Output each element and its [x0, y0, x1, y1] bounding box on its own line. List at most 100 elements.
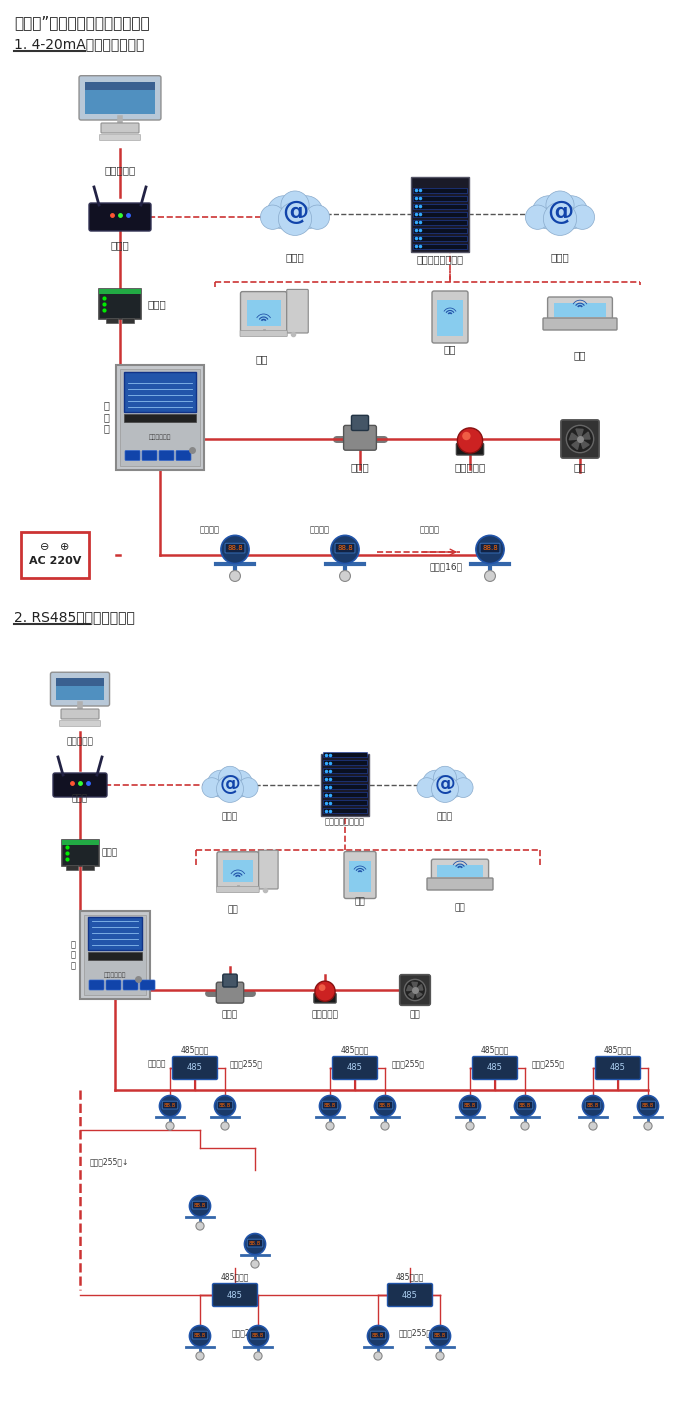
- Circle shape: [644, 1121, 652, 1130]
- FancyBboxPatch shape: [332, 1057, 377, 1079]
- Circle shape: [476, 535, 504, 564]
- FancyBboxPatch shape: [53, 772, 107, 796]
- Polygon shape: [569, 433, 580, 440]
- FancyBboxPatch shape: [349, 861, 371, 892]
- Circle shape: [381, 1121, 389, 1130]
- FancyBboxPatch shape: [323, 808, 367, 813]
- Text: 通
讯
线: 通 讯 线: [71, 940, 76, 969]
- Circle shape: [260, 205, 285, 229]
- Circle shape: [247, 1325, 269, 1346]
- Polygon shape: [407, 985, 415, 991]
- Text: 88.8: 88.8: [642, 1103, 654, 1107]
- FancyBboxPatch shape: [322, 1102, 337, 1109]
- FancyBboxPatch shape: [388, 1283, 433, 1307]
- Text: 机气猫”系列带显示固定式检测仪: 机气猫”系列带显示固定式检测仪: [14, 15, 150, 30]
- FancyBboxPatch shape: [561, 419, 599, 459]
- Text: 电脑: 电脑: [255, 355, 267, 364]
- FancyBboxPatch shape: [323, 760, 367, 765]
- FancyBboxPatch shape: [344, 851, 376, 899]
- Circle shape: [290, 196, 323, 229]
- Text: 信号输出: 信号输出: [310, 525, 330, 535]
- Text: 485中继器: 485中继器: [220, 1272, 249, 1282]
- FancyBboxPatch shape: [456, 443, 484, 454]
- Circle shape: [318, 985, 326, 991]
- Text: 88.8: 88.8: [337, 545, 353, 552]
- Circle shape: [305, 205, 330, 229]
- Text: 互联网: 互联网: [222, 812, 238, 822]
- Text: ⊕: ⊕: [60, 542, 70, 552]
- FancyBboxPatch shape: [323, 777, 367, 781]
- Circle shape: [368, 1325, 388, 1346]
- Text: 88.8: 88.8: [379, 1103, 391, 1107]
- FancyBboxPatch shape: [413, 228, 467, 232]
- FancyBboxPatch shape: [411, 176, 469, 252]
- Text: 可连接255台: 可连接255台: [532, 1059, 565, 1068]
- Circle shape: [251, 1259, 259, 1268]
- Circle shape: [196, 1352, 204, 1361]
- Text: 485: 485: [227, 1290, 243, 1300]
- FancyBboxPatch shape: [246, 300, 281, 326]
- FancyBboxPatch shape: [431, 860, 489, 884]
- Text: 可连接255台: 可连接255台: [398, 1328, 431, 1338]
- FancyBboxPatch shape: [162, 1102, 178, 1109]
- Polygon shape: [576, 429, 583, 439]
- FancyBboxPatch shape: [142, 450, 157, 460]
- Text: 485中继器: 485中继器: [604, 1045, 632, 1054]
- Text: @: @: [282, 200, 308, 225]
- FancyBboxPatch shape: [462, 1102, 477, 1109]
- FancyBboxPatch shape: [217, 1102, 232, 1109]
- Circle shape: [429, 1325, 451, 1346]
- Circle shape: [433, 767, 456, 789]
- FancyBboxPatch shape: [82, 865, 94, 870]
- Text: 信号输出: 信号输出: [148, 1059, 167, 1068]
- FancyBboxPatch shape: [323, 792, 367, 796]
- FancyBboxPatch shape: [84, 915, 146, 995]
- Text: 电脑: 电脑: [228, 906, 239, 915]
- FancyBboxPatch shape: [116, 364, 204, 470]
- FancyBboxPatch shape: [193, 1202, 208, 1209]
- FancyBboxPatch shape: [80, 910, 150, 999]
- FancyBboxPatch shape: [88, 953, 142, 960]
- Text: 88.8: 88.8: [324, 1103, 336, 1107]
- Text: 88.8: 88.8: [194, 1203, 206, 1207]
- FancyBboxPatch shape: [66, 865, 78, 870]
- Text: 88.8: 88.8: [519, 1103, 531, 1107]
- Circle shape: [459, 1096, 481, 1117]
- Circle shape: [526, 205, 550, 229]
- Text: @: @: [220, 774, 240, 794]
- FancyBboxPatch shape: [60, 720, 101, 726]
- Text: 88.8: 88.8: [164, 1103, 176, 1107]
- FancyBboxPatch shape: [225, 543, 245, 553]
- FancyBboxPatch shape: [89, 203, 151, 231]
- FancyBboxPatch shape: [62, 840, 99, 846]
- FancyBboxPatch shape: [124, 371, 196, 412]
- FancyBboxPatch shape: [89, 981, 104, 991]
- FancyBboxPatch shape: [323, 784, 367, 789]
- FancyBboxPatch shape: [217, 851, 259, 888]
- FancyBboxPatch shape: [124, 414, 196, 422]
- Text: 485中继器: 485中继器: [181, 1045, 209, 1054]
- Circle shape: [422, 770, 449, 798]
- Text: 485: 485: [487, 1064, 503, 1072]
- FancyBboxPatch shape: [370, 1331, 386, 1339]
- Text: 88.8: 88.8: [194, 1332, 206, 1338]
- Circle shape: [532, 196, 566, 229]
- Circle shape: [221, 1121, 229, 1130]
- FancyBboxPatch shape: [413, 187, 467, 193]
- FancyBboxPatch shape: [473, 1057, 517, 1079]
- Circle shape: [230, 571, 240, 581]
- Circle shape: [457, 428, 482, 453]
- Text: 88.8: 88.8: [464, 1103, 476, 1107]
- FancyBboxPatch shape: [85, 82, 155, 90]
- FancyBboxPatch shape: [438, 865, 482, 877]
- FancyBboxPatch shape: [287, 290, 308, 333]
- Text: 电磁阀: 电磁阀: [351, 461, 370, 471]
- Text: AC 220V: AC 220V: [29, 556, 81, 566]
- Circle shape: [417, 778, 437, 798]
- Text: 可连接255台: 可连接255台: [232, 1328, 265, 1338]
- Text: 互联网: 互联网: [437, 812, 453, 822]
- Circle shape: [543, 203, 577, 235]
- Circle shape: [196, 1221, 204, 1230]
- Text: 88.8: 88.8: [249, 1241, 261, 1245]
- Text: 2. RS485信号连接系统图: 2. RS485信号连接系统图: [14, 611, 135, 623]
